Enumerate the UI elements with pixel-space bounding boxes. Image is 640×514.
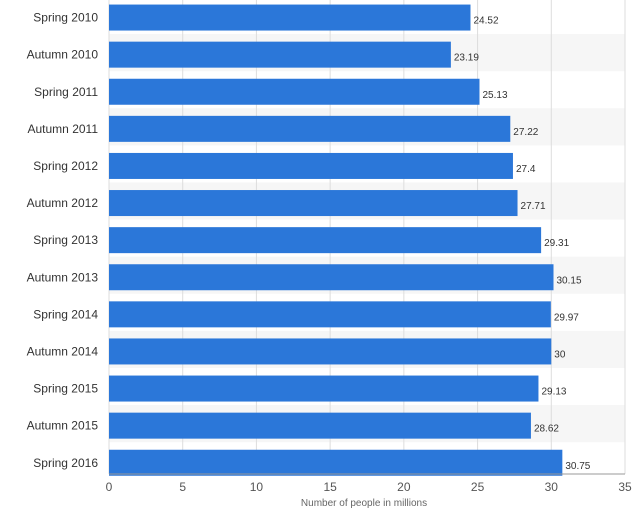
value-label: 25.13 [482,90,507,101]
category-label: Autumn 2012 [27,196,99,210]
category-label: Autumn 2011 [28,122,99,136]
x-tick-label: 15 [323,480,337,494]
category-label: Autumn 2013 [27,270,99,284]
value-label: 28.62 [534,424,559,435]
bar [109,449,563,476]
x-tick-label: 35 [618,480,632,494]
x-tick-label: 10 [250,480,264,494]
bar [109,264,554,291]
category-label: Spring 2014 [33,307,98,321]
category-label: Spring 2012 [33,159,98,173]
value-labels: 24.52 23.19 25.13 27.22 27.4 27.71 29.31 30.15 2… [454,16,591,472]
bar [109,4,471,31]
value-label: 27.4 [516,164,536,175]
value-label: 29.31 [544,238,569,249]
value-label: 24.52 [473,16,498,27]
category-label: Spring 2016 [33,456,98,470]
bar [109,152,513,179]
category-labels: Spring 2010 Autumn 2010 Spring 2011 Autumn … [27,11,99,470]
bar [109,115,511,142]
value-label: 30.75 [565,461,590,472]
x-tick-label: 30 [545,480,559,494]
bar [109,301,551,328]
bar [109,375,539,402]
value-label: 27.22 [513,127,538,138]
x-tick-label: 25 [471,480,485,494]
category-label: Autumn 2014 [27,344,99,358]
value-label: 30 [554,349,566,360]
category-label: Spring 2013 [33,233,98,247]
value-label: 29.13 [541,387,566,398]
value-label: 29.97 [554,312,579,323]
bar [109,412,531,439]
bar [109,338,552,365]
category-label: Autumn 2015 [27,419,99,433]
category-label: Spring 2011 [34,85,98,99]
bars [109,4,563,476]
x-axis-title: Number of people in millions [301,498,427,509]
value-label: 23.19 [454,53,479,64]
category-label: Spring 2015 [33,382,98,396]
bar [109,78,480,105]
value-label: 30.15 [556,275,581,286]
category-label: Autumn 2010 [27,48,99,62]
category-label: Spring 2010 [33,11,98,25]
x-tick-label: 0 [106,480,113,494]
bar [109,41,451,68]
x-axis: 0 5 10 15 20 25 30 35 [106,473,632,494]
bar [109,227,542,254]
x-tick-label: 5 [179,480,186,494]
bar [109,190,518,217]
value-label: 27.71 [521,201,546,212]
x-tick-label: 20 [397,480,411,494]
